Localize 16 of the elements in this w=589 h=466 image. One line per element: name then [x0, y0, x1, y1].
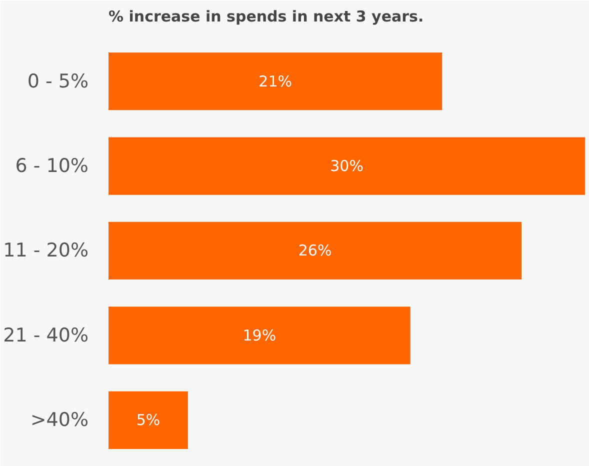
y-tick-label: 0 - 5%	[27, 70, 89, 92]
bar	[108, 306, 410, 364]
bar	[108, 222, 522, 280]
data-label: 26%	[298, 242, 332, 260]
data-label: 21%	[258, 72, 292, 90]
bar	[108, 52, 442, 110]
data-label: 19%	[242, 326, 276, 344]
y-tick-label: >40%	[30, 409, 89, 432]
y-tick-label: 21 - 40%	[3, 324, 88, 346]
data-label: 30%	[330, 157, 364, 176]
chart-title: % increase in spends in next 3 years.	[108, 8, 424, 26]
bar	[108, 391, 188, 449]
y-tick-label: 6 - 10%	[15, 155, 89, 178]
data-label: 5%	[136, 411, 160, 430]
bar	[108, 137, 586, 195]
y-tick-label: 11 - 20%	[3, 240, 88, 262]
